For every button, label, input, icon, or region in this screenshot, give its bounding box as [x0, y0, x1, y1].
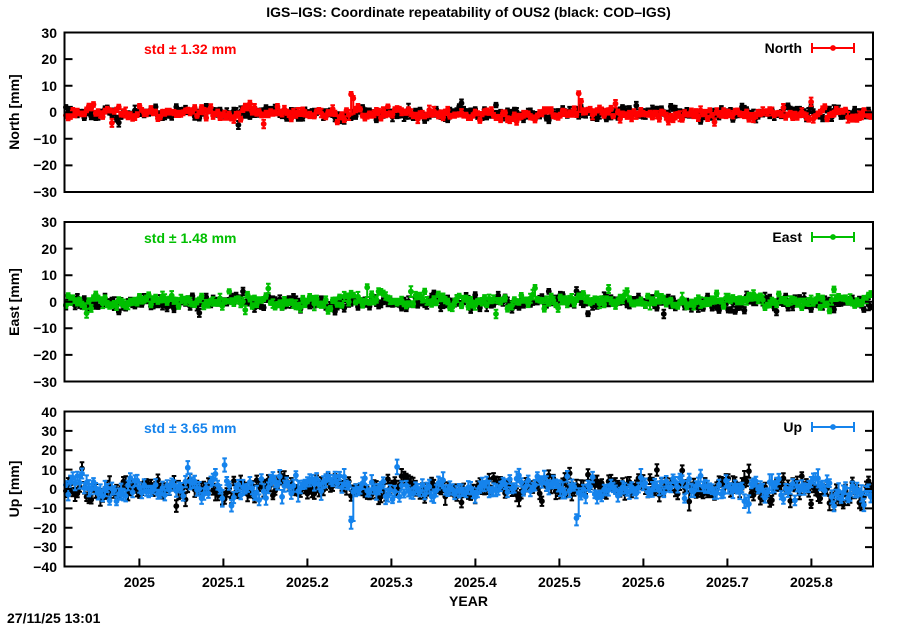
legend-label-east: East: [772, 229, 802, 245]
x-tick-2025: 2025: [123, 574, 155, 590]
x-tick-2025.2: 2025.2: [285, 574, 329, 590]
y-tick-up-10: 10: [41, 461, 57, 478]
ticks-east: [65, 221, 872, 383]
y-tick-up-−20: −20: [33, 519, 57, 536]
panel-frame-east: [63, 221, 874, 383]
chart-title: IGS–IGS: Coordinate repeatability of OUS…: [266, 4, 671, 20]
y-tick-north-0: 0: [49, 104, 57, 121]
std-annotation-north: std ± 1.32 mm: [144, 40, 237, 57]
y-tick-north-30: 30: [41, 24, 57, 41]
points-up-solution: [63, 462, 874, 524]
legend-errorbar-sample: [811, 42, 855, 53]
y-tick-east-30: 30: [41, 214, 57, 230]
y-tick-up-−10: −10: [33, 500, 57, 517]
y-tick-up-−40: −40: [33, 558, 57, 575]
y-tick-east-−10: −10: [33, 320, 57, 337]
x-tick-2025.7: 2025.7: [705, 574, 749, 590]
y-tick-north-20: 20: [41, 51, 57, 68]
y-tick-north-10: 10: [41, 77, 57, 94]
legend-east: East: [772, 229, 856, 245]
std-annotation-east: std ± 1.48 mm: [144, 230, 237, 246]
x-axis-label: YEAR: [449, 593, 488, 609]
legend-sample-up: [810, 420, 856, 434]
legend-north: North: [765, 40, 856, 56]
y-tick-north-−20: −20: [33, 157, 57, 174]
y-tick-up-−30: −30: [33, 539, 57, 556]
panel-frame-north: [63, 31, 874, 193]
y-tick-up-20: 20: [41, 442, 57, 459]
std-annotation-up: std ± 3.65 mm: [144, 419, 237, 436]
legend-errorbar-sample: [811, 232, 855, 242]
legend-label-up: Up: [783, 418, 802, 435]
panel-frame-up: [63, 410, 874, 568]
points-north-solution: [63, 90, 874, 127]
y-tick-north-−30: −30: [33, 184, 57, 200]
ticks-north: [65, 31, 872, 193]
legend-up: Up: [783, 419, 856, 435]
y-tick-east-−20: −20: [33, 346, 57, 363]
y-tick-up-0: 0: [49, 481, 57, 497]
x-tick-2025.4: 2025.4: [453, 574, 497, 590]
legend-errorbar-sample: [811, 421, 855, 432]
x-tick-2025.8: 2025.8: [789, 574, 833, 590]
y-tick-up-30: 30: [41, 422, 57, 439]
legend-label-north: North: [764, 39, 802, 56]
y-tick-north-−10: −10: [33, 130, 57, 147]
x-tick-2025.3: 2025.3: [369, 574, 413, 590]
legend-sample-east: [810, 230, 856, 244]
y-tick-east-10: 10: [41, 267, 57, 284]
y-tick-east-0: 0: [49, 293, 57, 310]
x-tick-2025.1: 2025.1: [201, 574, 245, 590]
points-east-solution: [63, 284, 874, 317]
legend-sample-north: [810, 41, 856, 55]
x-tick-2025.5: 2025.5: [537, 574, 581, 590]
plot-timestamp: 27/11/25 13:01: [7, 610, 101, 626]
y-tick-east-20: 20: [41, 240, 57, 257]
y-tick-east-−30: −30: [33, 373, 57, 390]
ticks-up: [65, 410, 872, 568]
y-tick-up-40: 40: [41, 403, 57, 420]
x-tick-2025.6: 2025.6: [621, 574, 665, 590]
